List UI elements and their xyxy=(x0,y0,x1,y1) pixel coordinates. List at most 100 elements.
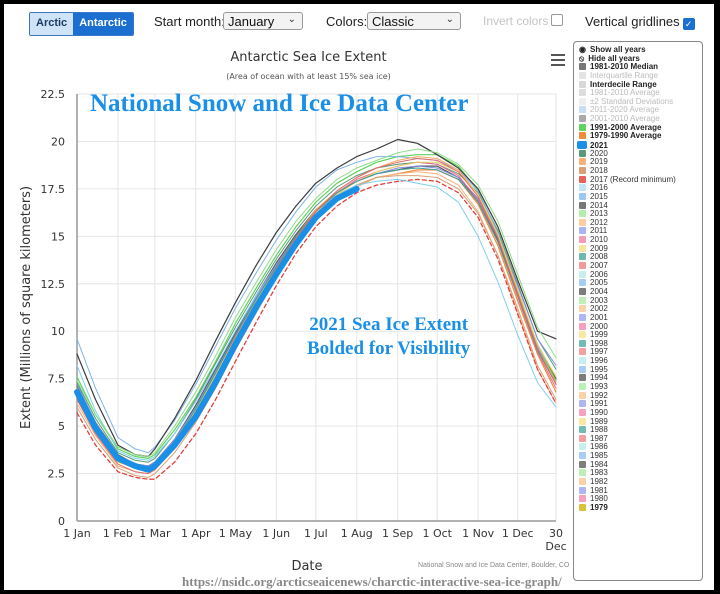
legend-item[interactable]: 1998 xyxy=(579,339,702,349)
legend-item[interactable]: 1981-2010 Median xyxy=(579,62,702,72)
legend-label: 2016 xyxy=(590,183,608,193)
legend-item[interactable]: 2020 xyxy=(579,149,702,159)
legend-swatch xyxy=(579,270,586,278)
vertical-gridlines-label: Vertical gridlines xyxy=(585,14,680,29)
legend-item[interactable]: 2018 xyxy=(579,165,702,176)
legend-item[interactable]: 1987 xyxy=(579,434,702,444)
invert-colors-option[interactable]: Invert colors xyxy=(483,14,564,28)
series-line-2014 xyxy=(76,138,557,458)
legend-item[interactable]: 2011 xyxy=(579,227,702,236)
y-tick-label: 22.5 xyxy=(41,88,66,101)
legend-item[interactable]: 1979 xyxy=(579,503,702,513)
legend-item[interactable]: 1986 xyxy=(579,443,702,452)
legend-label: Interquartile Range xyxy=(590,70,659,80)
x-tick-label: 1 Jan xyxy=(63,527,90,540)
vertical-gridlines-option[interactable]: Vertical gridlines ✓ xyxy=(585,14,695,30)
legend-item[interactable]: Interquartile Range xyxy=(579,70,702,81)
antarctic-button[interactable]: Antarctic xyxy=(73,13,133,35)
legend-label: 1996 xyxy=(590,356,608,366)
legend-label: 1988 xyxy=(590,425,608,435)
arctic-button[interactable]: Arctic xyxy=(30,13,74,35)
invert-colors-checkbox[interactable] xyxy=(551,14,564,26)
legend-item[interactable]: 1996 xyxy=(579,356,702,366)
legend-item[interactable]: 1981 xyxy=(579,486,702,496)
show-all-years-button[interactable]: ◉ Show all years xyxy=(579,45,702,55)
legend-item[interactable]: 2008 xyxy=(579,253,702,262)
eye-icon: ◉ xyxy=(579,45,586,54)
legend-item[interactable]: 1989 xyxy=(579,417,702,427)
legend-item[interactable]: 2013 xyxy=(579,209,702,219)
legend-item[interactable]: 2019 xyxy=(579,158,702,167)
legend-item[interactable]: 2002 xyxy=(579,304,702,314)
legend-item[interactable]: 2006 xyxy=(579,270,702,280)
legend-swatch xyxy=(579,132,586,140)
legend-item[interactable]: 1995 xyxy=(579,365,702,375)
legend-item[interactable]: 2014 xyxy=(579,201,702,211)
legend-item[interactable]: 1992 xyxy=(579,390,702,401)
legend-item[interactable]: 1980 xyxy=(579,494,702,504)
legend-item[interactable]: 1985 xyxy=(579,451,702,461)
legend-item[interactable]: ±2 Standard Deviations xyxy=(579,97,702,107)
legend-label: 1999 xyxy=(590,330,608,340)
legend-item[interactable]: 2005 xyxy=(579,278,702,288)
legend-swatch xyxy=(579,279,586,287)
legend-item[interactable]: Interdecile Range xyxy=(579,80,702,90)
legend-label: 2012 xyxy=(590,217,608,227)
hide-all-years-button[interactable]: ⦸ Hide all years xyxy=(579,54,702,64)
legend-label: 2017 (Record minimum) xyxy=(590,174,676,184)
legend-item[interactable]: 1999 xyxy=(579,330,702,340)
legend-item[interactable]: 2001-2010 Average xyxy=(579,114,702,124)
colors-label: Colors: xyxy=(326,14,368,29)
colors-select[interactable]: Classic ⌄ xyxy=(367,12,461,30)
legend-swatch xyxy=(579,201,586,209)
legend-item[interactable]: 2001 xyxy=(579,313,702,323)
legend-item[interactable]: 2012 xyxy=(579,217,702,228)
legend-item[interactable]: 1979-1990 Average xyxy=(579,132,702,141)
legend-item[interactable]: 2021 xyxy=(577,141,702,150)
legend-item[interactable]: 1984 xyxy=(579,460,702,470)
legend-swatch xyxy=(579,184,586,192)
legend-item[interactable]: 2010 xyxy=(579,235,702,245)
chart-title: Antarctic Sea Ice Extent xyxy=(230,50,386,65)
legend-item[interactable]: 2000 xyxy=(579,322,702,332)
x-tick-label: 1 Sep xyxy=(382,527,413,540)
start-month-select[interactable]: January ⌄ xyxy=(223,12,303,30)
start-month-value: January xyxy=(228,14,275,29)
legend-item[interactable]: 1990 xyxy=(579,408,702,418)
legend-item[interactable]: 1982 xyxy=(579,477,702,487)
callout-annotation: 2021 Sea Ice Extent Bolded for Visibilit… xyxy=(307,313,470,361)
legend-item[interactable]: 2011-2020 Average xyxy=(579,106,702,115)
legend-item[interactable]: 1993 xyxy=(579,382,702,392)
legend-item[interactable]: 1997 xyxy=(579,348,702,357)
legend-swatch xyxy=(579,460,586,468)
legend-item[interactable]: 1981-2010 Average xyxy=(579,88,702,98)
legend-item[interactable]: 1994 xyxy=(579,374,702,383)
source-url: https://nsidc.org/arcticseaicenews/charc… xyxy=(182,574,562,589)
invert-colors-label: Invert colors xyxy=(483,14,549,28)
series-line-2007 xyxy=(76,158,557,475)
legend-item[interactable]: 2009 xyxy=(579,244,702,254)
legend-item[interactable]: 1991 xyxy=(579,399,702,409)
legend-swatch xyxy=(579,166,586,174)
hamburger-menu-icon[interactable] xyxy=(551,54,565,69)
series-line-2017-record-minimum- xyxy=(76,178,557,480)
legend-label: 1992 xyxy=(590,390,608,400)
legend-item[interactable]: 2003 xyxy=(579,296,702,306)
legend-item[interactable]: 2016 xyxy=(579,183,702,193)
legend-label: 1985 xyxy=(590,451,608,461)
legend-item[interactable]: 2004 xyxy=(579,287,702,297)
legend-item[interactable]: 1983 xyxy=(579,469,702,478)
legend-swatch xyxy=(579,374,586,382)
legend-item[interactable]: 2007 xyxy=(579,261,702,271)
x-tick-label: 1 Aug xyxy=(341,527,373,540)
legend-item[interactable]: 1988 xyxy=(579,425,702,435)
legend-swatch xyxy=(579,486,586,494)
legend-item[interactable]: 1991-2000 Average xyxy=(579,123,702,133)
legend-control-label: Show all years xyxy=(589,45,646,54)
legend-item[interactable]: 2017 (Record minimum) xyxy=(579,174,702,185)
legend-label: 2018 xyxy=(590,165,608,175)
vertical-gridlines-checkbox[interactable]: ✓ xyxy=(682,18,695,30)
watermark-annotation: National Snow and Ice Data Center xyxy=(90,90,469,117)
legend-swatch xyxy=(579,97,586,105)
legend-item[interactable]: 2015 xyxy=(579,192,702,202)
